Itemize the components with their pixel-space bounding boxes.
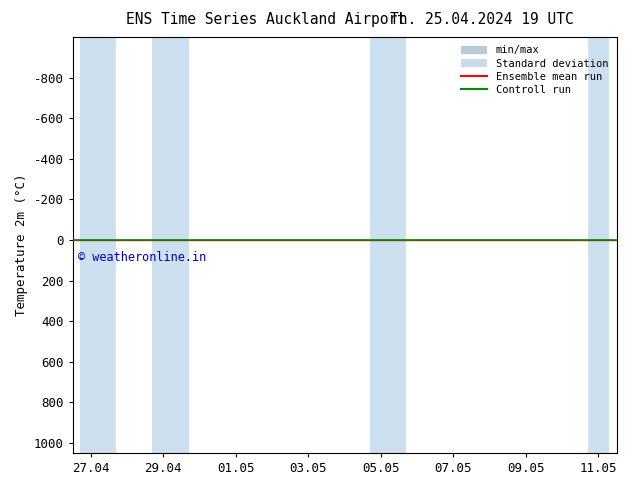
- Legend: min/max, Standard deviation, Ensemble mean run, Controll run: min/max, Standard deviation, Ensemble me…: [458, 42, 611, 98]
- Text: © weatheronline.in: © weatheronline.in: [78, 251, 206, 264]
- Text: Th. 25.04.2024 19 UTC: Th. 25.04.2024 19 UTC: [390, 12, 574, 27]
- Y-axis label: Temperature 2m (°C): Temperature 2m (°C): [15, 174, 28, 316]
- Text: ENS Time Series Auckland Airport: ENS Time Series Auckland Airport: [126, 12, 406, 27]
- Bar: [588, 37, 609, 453]
- Bar: [370, 37, 406, 453]
- Bar: [80, 37, 116, 453]
- Bar: [152, 37, 189, 453]
